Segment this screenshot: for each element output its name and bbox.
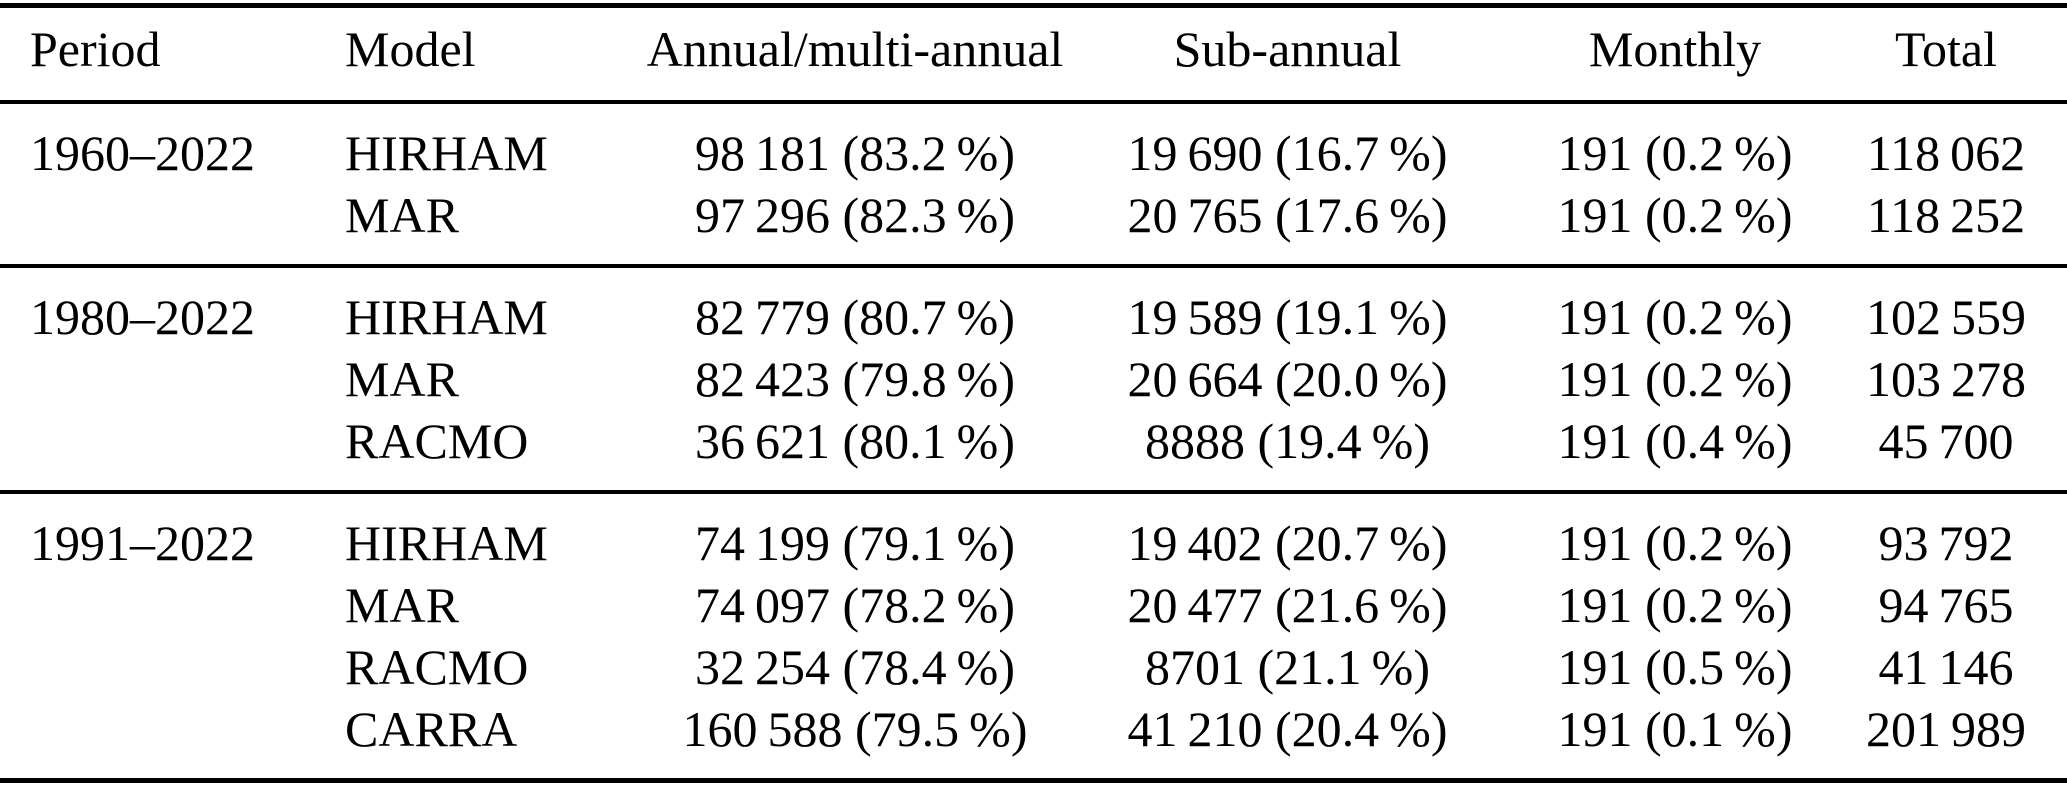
monthly-cell: 191 (0.2 %) [1557,125,1793,181]
period-cell [0,410,345,492]
period-cell [0,574,345,636]
model-cell: RACMO [345,639,529,695]
total-cell: 93 792 [1878,515,2014,571]
model-cell: CARRA [345,701,518,757]
period-group: 1991–2022 HIRHAM 74 199 (79.1 %) 19 402 (20… [0,492,2067,781]
column-header-annual: Annual/multi-annual [646,21,1064,77]
total-cell: 103 278 [1865,351,2026,407]
total-cell: 94 765 [1878,577,2014,633]
annual-cell: 36 621 (80.1 %) [695,413,1015,469]
period-cell [0,636,345,698]
header-row: Period Model Annual/multi-annual Sub-annual… [0,6,2067,103]
sub-cell: 41 210 (20.4 %) [1127,701,1448,757]
total-cell: 118 062 [1866,125,2026,181]
monthly-cell: 191 (0.2 %) [1557,351,1793,407]
period-cell: 1960–2022 [30,125,255,181]
annual-cell: 97 296 (82.3 %) [695,187,1015,243]
model-cell: MAR [345,351,459,407]
total-cell: 201 989 [1865,701,2026,757]
column-header-period: Period [30,21,161,77]
table-row: 1980–2022 HIRHAM 82 779 (80.7 %) 19 589 (19… [0,266,2067,348]
sub-cell: 19 690 (16.7 %) [1127,125,1448,181]
period-cell: 1980–2022 [30,289,255,345]
table-row: MAR 74 097 (78.2 %) 20 477 (21.6 %) 191 (0.… [0,574,2067,636]
period-cell [0,348,345,410]
column-header-total: Total [1894,21,1998,77]
model-cell: HIRHAM [345,289,548,345]
model-cell: HIRHAM [345,125,548,181]
table-row: MAR 82 423 (79.8 %) 20 664 (20.0 %) 191 (0.… [0,348,2067,410]
annual-cell: 82 779 (80.7 %) [695,289,1015,345]
period-cell: 1991–2022 [30,515,255,571]
table-row: MAR 97 296 (82.3 %) 20 765 (17.6 %) 191 (0.… [0,184,2067,266]
model-cell: MAR [345,187,459,243]
table-row: RACMO 32 254 (78.4 %) 8701 (21.1 %) 191 (0.… [0,636,2067,698]
model-cell: RACMO [345,413,529,469]
table-row: 1960–2022 HIRHAM 98 181 (83.2 %) 19 690 (16… [0,102,2067,184]
table-row: RACMO 36 621 (80.1 %) 8888 (19.4 %) 191 (0.… [0,410,2067,492]
period-group: 1980–2022 HIRHAM 82 779 (80.7 %) 19 589 (19… [0,266,2067,492]
period-cell [0,698,345,781]
annual-cell: 82 423 (79.8 %) [695,351,1015,407]
sub-cell: 8888 (19.4 %) [1145,413,1430,469]
column-header-sub: Sub-annual [1173,21,1402,77]
table-row: CARRA 160 588 (79.5 %) 41 210 (20.4 %) 191 … [0,698,2067,781]
total-cell: 118 252 [1866,187,2026,243]
column-header-model: Model [345,21,476,77]
period-group: 1960–2022 HIRHAM 98 181 (83.2 %) 19 690 (16… [0,102,2067,266]
table-header: Period Model Annual/multi-annual Sub-annual… [0,5,2067,103]
total-cell: 45 700 [1878,413,2014,469]
sub-cell: 20 477 (21.6 %) [1127,577,1448,633]
monthly-cell: 191 (0.2 %) [1557,515,1793,571]
total-cell: 41 146 [1878,639,2014,695]
annual-cell: 74 097 (78.2 %) [695,577,1015,633]
monthly-cell: 191 (0.4 %) [1557,413,1793,469]
model-cell: MAR [345,577,459,633]
model-observation-counts-table: Period Model Annual/multi-annual Sub-annual… [0,3,2067,783]
annual-cell: 160 588 (79.5 %) [682,701,1028,757]
total-cell: 102 559 [1865,289,2026,345]
annual-cell: 74 199 (79.1 %) [695,515,1015,571]
monthly-cell: 191 (0.1 %) [1557,701,1793,757]
annual-cell: 32 254 (78.4 %) [695,639,1015,695]
monthly-cell: 191 (0.2 %) [1557,577,1793,633]
sub-cell: 19 589 (19.1 %) [1127,289,1448,345]
column-header-monthly: Monthly [1588,21,1762,77]
annual-cell: 98 181 (83.2 %) [695,125,1015,181]
model-cell: HIRHAM [345,515,548,571]
sub-cell: 8701 (21.1 %) [1145,639,1430,695]
table-row: 1991–2022 HIRHAM 74 199 (79.1 %) 19 402 (20… [0,492,2067,574]
sub-cell: 19 402 (20.7 %) [1127,515,1448,571]
period-cell [0,184,345,266]
sub-cell: 20 664 (20.0 %) [1127,351,1448,407]
monthly-cell: 191 (0.2 %) [1557,187,1793,243]
monthly-cell: 191 (0.2 %) [1557,289,1793,345]
sub-cell: 20 765 (17.6 %) [1127,187,1448,243]
monthly-cell: 191 (0.5 %) [1557,639,1793,695]
